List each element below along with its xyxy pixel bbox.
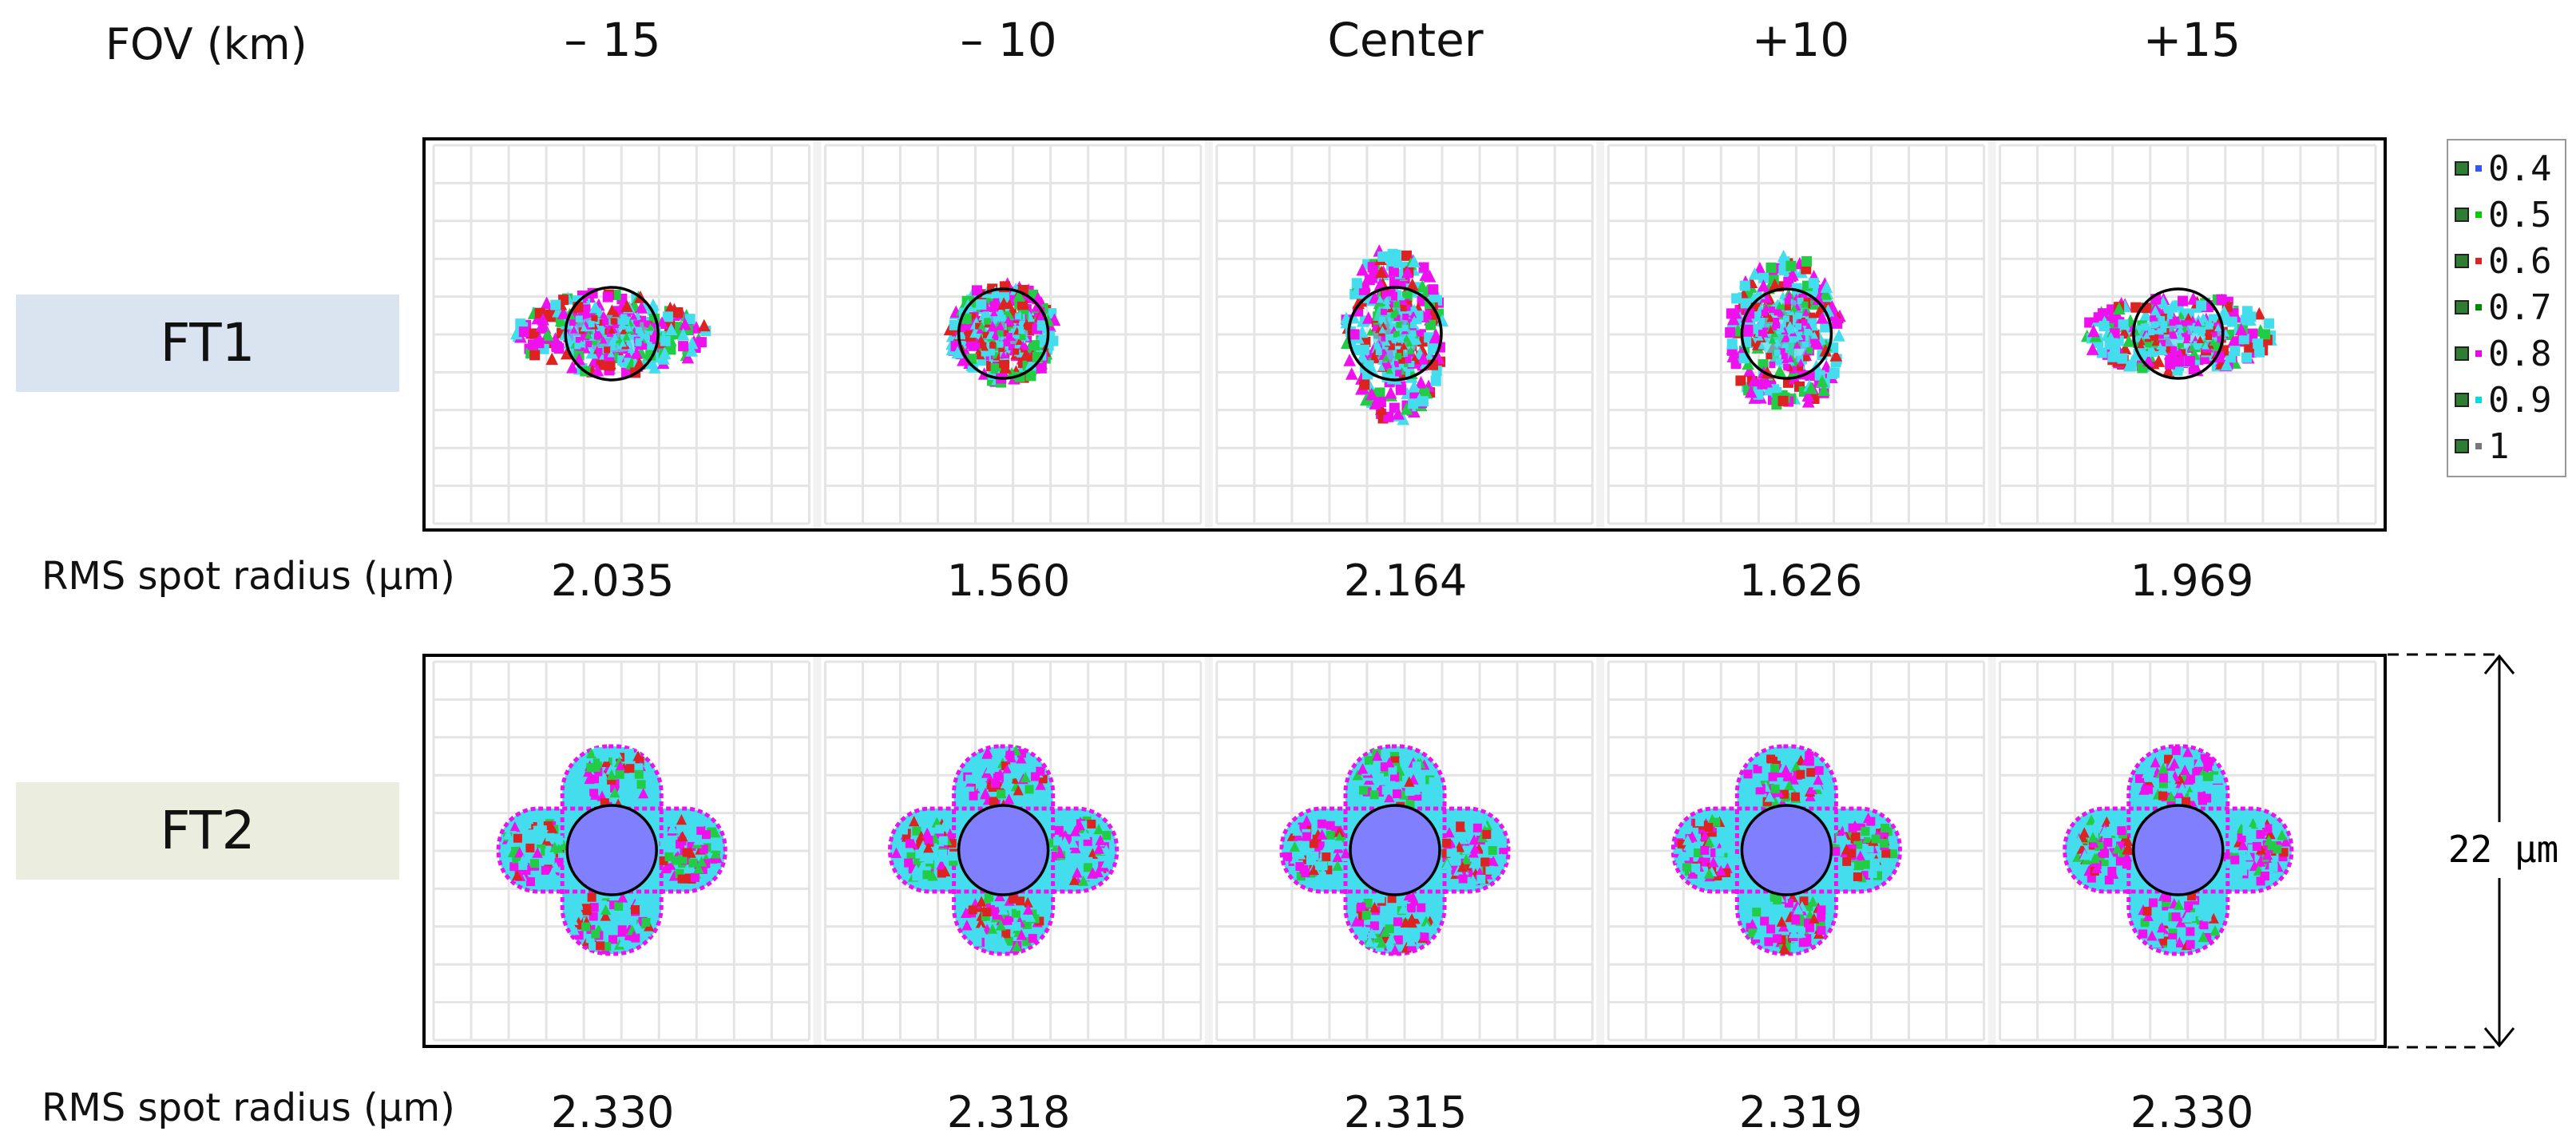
legend-checkbox-icon <box>2455 346 2469 361</box>
legend-checkbox-icon <box>2455 208 2469 222</box>
legend-checkbox-icon <box>2455 439 2469 453</box>
rms-value: 2.318 <box>946 1087 1071 1137</box>
scale-arrow-down-icon <box>2483 1027 2515 1048</box>
airy-disk-circle <box>565 804 658 896</box>
rms-value: 2.330 <box>2130 1087 2254 1137</box>
legend-color-swatch <box>2475 258 2482 264</box>
rms-value: 1.969 <box>2130 556 2254 606</box>
airy-disk-circle <box>1740 287 1833 380</box>
legend-item: 1 <box>2455 423 2510 469</box>
legend-label: 0.7 <box>2488 287 2552 328</box>
legend-color-swatch <box>2475 443 2482 449</box>
grid-cell <box>432 660 810 1042</box>
rms-value: 1.560 <box>946 556 1071 606</box>
scale-label: 22 µm <box>2448 828 2558 871</box>
row-label-ft1: FT1 <box>16 295 399 392</box>
airy-disk-circle <box>957 804 1050 896</box>
legend-item: 0.5 <box>2455 192 2551 238</box>
legend-item: 0.7 <box>2455 284 2551 330</box>
rms-value: 2.330 <box>550 1087 675 1137</box>
airy-disk-circle <box>1740 804 1833 896</box>
fov-axis-label: FOV (km) <box>105 19 307 69</box>
row-label-ft2: FT2 <box>16 782 399 880</box>
legend-item: 0.6 <box>2455 238 2551 284</box>
legend-label: 0.6 <box>2488 240 2552 282</box>
fov-column-header: – 10 <box>960 13 1057 67</box>
airy-disk-circle <box>1347 286 1443 382</box>
spot-pattern <box>2063 744 2294 956</box>
legend-item: 0.8 <box>2455 330 2551 377</box>
spot-diagram-canvas-ft2 <box>432 657 2377 1045</box>
legend-item: 0.4 <box>2455 145 2551 192</box>
legend-color-swatch <box>2475 212 2482 218</box>
scale-label-bg <box>2443 822 2563 878</box>
rms-value: 1.626 <box>1738 556 1863 606</box>
fov-column-header: +15 <box>2142 13 2241 67</box>
legend-label: 1 <box>2488 425 2510 467</box>
airy-disk-circle <box>2132 804 2225 896</box>
legend-label: 0.5 <box>2488 194 2552 235</box>
legend-color-swatch <box>2475 304 2482 310</box>
rms-label: RMS spot radius (µm) <box>42 1086 455 1130</box>
scale-bar: 22 µm <box>2388 653 2563 1049</box>
fov-column-header: Center <box>1327 13 1484 67</box>
legend-checkbox-icon <box>2455 161 2469 176</box>
fov-column-header: +10 <box>1751 13 1850 67</box>
legend-color-swatch <box>2475 165 2482 172</box>
spot-pattern <box>1340 243 1449 425</box>
airy-disk-circle <box>957 287 1050 380</box>
rms-value: 2.315 <box>1343 1087 1468 1137</box>
spot-diagram-panel-ft1 <box>422 137 2387 532</box>
spot-diagram-panel-ft2 <box>422 654 2387 1048</box>
airy-disk-circle <box>2132 287 2225 380</box>
spot-pattern <box>943 277 1061 388</box>
grid-cell <box>1987 140 2377 528</box>
spot-diagram-canvas-ft1 <box>432 140 2377 528</box>
legend-label: 0.8 <box>2488 333 2552 374</box>
legend-label: 0.4 <box>2488 148 2552 189</box>
legend-color-swatch <box>2475 350 2482 357</box>
legend-checkbox-icon <box>2455 300 2469 314</box>
legend-item: 0.9 <box>2455 377 2551 423</box>
airy-disk-circle <box>564 286 660 382</box>
fov-column-header: – 15 <box>564 13 661 67</box>
grid-cell <box>813 140 1203 528</box>
scale-arrow-up-icon <box>2483 654 2515 674</box>
spot-pattern <box>509 287 711 378</box>
rms-value: 2.164 <box>1343 556 1468 606</box>
wavelength-legend: 0.4 0.5 0.6 0.7 0.8 0.9 1 <box>2447 139 2566 477</box>
spot-pattern <box>2080 292 2277 377</box>
legend-label: 0.9 <box>2488 379 2552 421</box>
rms-label: RMS spot radius (µm) <box>42 554 455 599</box>
legend-color-swatch <box>2475 397 2482 403</box>
legend-checkbox-icon <box>2455 254 2469 268</box>
legend-checkbox-icon <box>2455 393 2469 407</box>
rms-value: 2.035 <box>550 556 675 606</box>
airy-disk-circle <box>1349 804 1441 896</box>
rms-value: 2.319 <box>1738 1087 1863 1137</box>
